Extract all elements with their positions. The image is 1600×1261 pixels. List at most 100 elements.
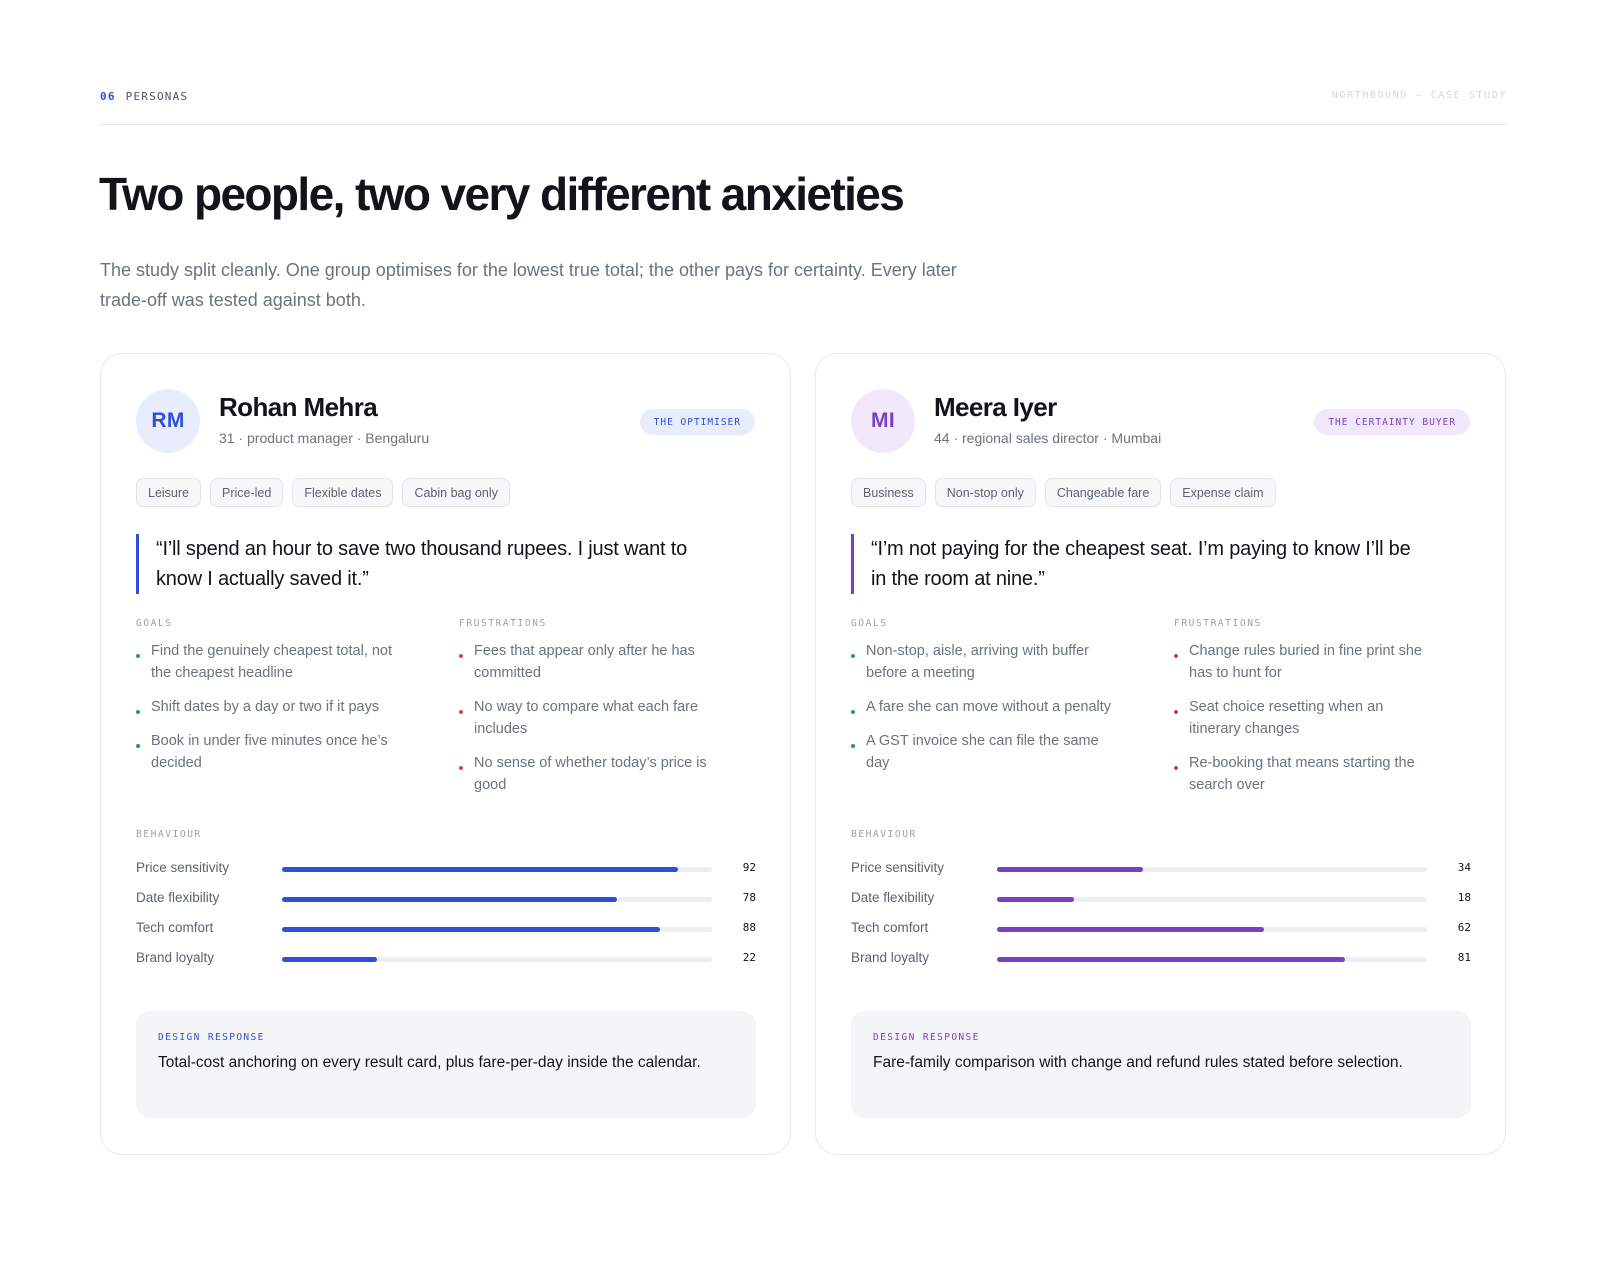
frustration-bullet-icon	[459, 766, 463, 770]
behaviour-track	[282, 927, 712, 932]
tag: Leisure	[136, 478, 201, 507]
behaviour-track	[997, 867, 1427, 872]
behaviour-fill	[282, 957, 377, 962]
frustration-bullet-icon	[459, 710, 463, 714]
goal-item: Book in under five minutes once he’s dec…	[136, 730, 408, 774]
design-response: DESIGN RESPONSE Total-cost anchoring on …	[136, 1011, 756, 1118]
persona-badge: THE OPTIMISER	[639, 409, 755, 435]
behaviour-value: 22	[742, 951, 756, 964]
tag: Changeable fare	[1044, 478, 1162, 507]
goal-item: A GST invoice she can file the same day	[851, 730, 1123, 774]
behaviour-value: 81	[1457, 951, 1471, 964]
tag: Business	[851, 478, 926, 507]
behaviour-row: Tech comfort 62	[851, 920, 1471, 940]
behaviour-track	[997, 897, 1427, 902]
goal-item: Non-stop, aisle, arriving with buffer be…	[851, 640, 1123, 684]
behaviour-track	[997, 957, 1427, 962]
behaviour-fill	[997, 927, 1264, 932]
frustrations-list: Fees that appear only after he has commi…	[459, 640, 721, 808]
goals-label: GOALS	[136, 618, 173, 629]
behaviour-label: BEHAVIOUR	[136, 829, 202, 840]
persona-meta: 31 · product manager · Bengaluru	[219, 430, 430, 446]
behaviour-label: BEHAVIOUR	[851, 829, 917, 840]
goal-item: Find the genuinely cheapest total, not t…	[136, 640, 408, 684]
frustration-item: Fees that appear only after he has commi…	[459, 640, 721, 684]
frustrations-list: Change rules buried in fine print she ha…	[1174, 640, 1436, 808]
persona-meta: 44 · regional sales director · Mumbai	[934, 430, 1162, 446]
behaviour-label: Date flexibility	[136, 890, 220, 905]
design-response-text: Fare-family comparison with change and r…	[873, 1054, 1403, 1071]
behaviour-row: Date flexibility 18	[851, 890, 1471, 910]
behaviour-track	[997, 927, 1427, 932]
avatar: RM	[136, 389, 200, 453]
behaviour-value: 34	[1457, 861, 1471, 874]
persona-badge: THE CERTAINTY BUYER	[1314, 409, 1470, 435]
behaviour-fill	[997, 897, 1075, 902]
intro-text: The study split cleanly. One group optim…	[100, 260, 957, 310]
design-response-label: DESIGN RESPONSE	[158, 1032, 265, 1043]
goals-list: Non-stop, aisle, arriving with buffer be…	[851, 640, 1123, 786]
design-response-label: DESIGN RESPONSE	[873, 1032, 980, 1043]
frustrations-label: FRUSTRATIONS	[459, 618, 547, 629]
frustration-bullet-icon	[1174, 710, 1178, 714]
behaviour-fill	[997, 867, 1144, 872]
behaviour-label: Date flexibility	[851, 890, 935, 905]
page-title: Two people, two very different anxieties	[99, 168, 905, 220]
behaviour-row: Brand loyalty 22	[136, 950, 756, 970]
behaviour-label: Tech comfort	[851, 920, 929, 935]
goal-bullet-icon	[851, 654, 855, 658]
section-header: 06 PERSONAS NORTHBOUND — CASE STUDY	[100, 87, 1507, 125]
behaviour-value: 18	[1457, 891, 1471, 904]
behaviour-label: Tech comfort	[136, 920, 214, 935]
behaviour-row: Brand loyalty 81	[851, 950, 1471, 970]
frustration-item: Re-booking that means starting the searc…	[1174, 752, 1436, 796]
tag: Price-led	[210, 478, 284, 507]
section-number: 06	[100, 90, 116, 103]
behaviour-label: Brand loyalty	[136, 950, 215, 965]
tag: Non-stop only	[934, 478, 1036, 507]
behaviour-row: Date flexibility 78	[136, 890, 756, 910]
frustration-item: No way to compare what each fare include…	[459, 696, 721, 740]
behaviour-value: 78	[742, 891, 756, 904]
persona-name: Rohan Mehra	[219, 392, 378, 422]
frustration-bullet-icon	[1174, 766, 1178, 770]
behaviour-fill	[282, 897, 618, 902]
persona-card-meera: MI Meera Iyer 44 · regional sales direct…	[815, 353, 1506, 1155]
frustration-item: No sense of whether today’s price is goo…	[459, 752, 721, 796]
behaviour-value: 62	[1457, 921, 1471, 934]
behaviour-fill	[997, 957, 1346, 962]
goal-item: A fare she can move without a penalty	[851, 696, 1123, 718]
goal-bullet-icon	[851, 744, 855, 748]
behaviour-label: Price sensitivity	[851, 860, 945, 875]
behaviour-value: 92	[742, 861, 756, 874]
frustrations-label: FRUSTRATIONS	[1174, 618, 1262, 629]
case-study-label: NORTHBOUND — CASE STUDY	[1331, 90, 1507, 101]
behaviour-track	[282, 957, 712, 962]
persona-quote: “I’m not paying for the cheapest seat. I…	[851, 534, 1421, 594]
behaviour-fill	[282, 867, 678, 872]
frustration-item: Change rules buried in fine print she ha…	[1174, 640, 1436, 684]
section-name: PERSONAS	[125, 90, 189, 103]
behaviour-row: Price sensitivity 92	[136, 860, 756, 880]
goal-bullet-icon	[136, 744, 140, 748]
behaviour-row: Tech comfort 88	[136, 920, 756, 940]
tag: Flexible dates	[292, 478, 394, 507]
persona-quote: “I’ll spend an hour to save two thousand…	[136, 534, 706, 594]
behaviour-track	[282, 897, 712, 902]
tag: Expense claim	[1170, 478, 1276, 507]
frustration-item: Seat choice resetting when an itinerary …	[1174, 696, 1436, 740]
goal-bullet-icon	[136, 710, 140, 714]
persona-card-rohan: RM Rohan Mehra 31 · product manager · Be…	[100, 353, 791, 1155]
persona-name: Meera Iyer	[934, 392, 1057, 422]
behaviour-label: Price sensitivity	[136, 860, 230, 875]
goal-bullet-icon	[136, 654, 140, 658]
goal-bullet-icon	[851, 710, 855, 714]
frustration-bullet-icon	[1174, 654, 1178, 658]
avatar: MI	[851, 389, 915, 453]
behaviour-fill	[282, 927, 661, 932]
design-response-text: Total-cost anchoring on every result car…	[158, 1054, 701, 1071]
section-label: 06 PERSONAS	[100, 90, 188, 103]
goals-label: GOALS	[851, 618, 888, 629]
behaviour-value: 88	[742, 921, 756, 934]
goal-item: Shift dates by a day or two if it pays	[136, 696, 408, 718]
